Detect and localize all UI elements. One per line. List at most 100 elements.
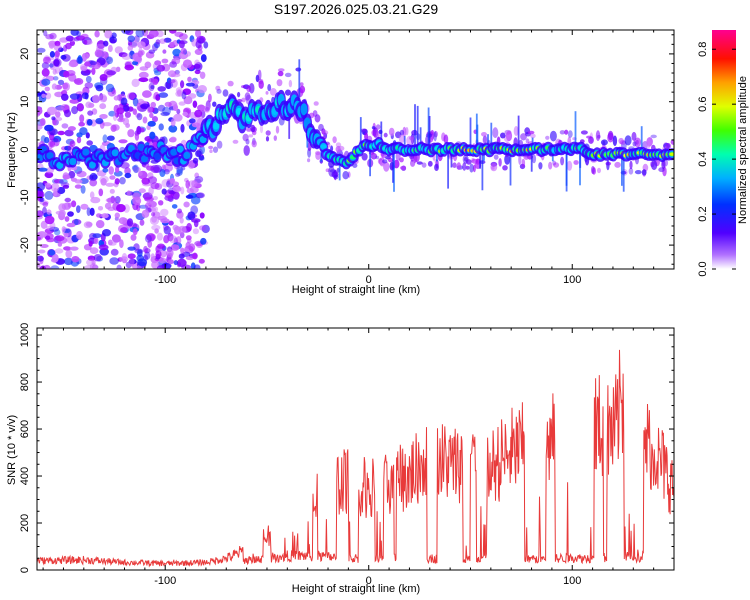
heatmap-blob (92, 94, 100, 104)
heatmap-streak (393, 144, 395, 192)
heatmap-blob (375, 155, 380, 160)
heatmap-blob (170, 244, 180, 251)
heatmap-blob (168, 259, 174, 265)
heatmap-blob (116, 264, 122, 269)
colorbar-tick-label: 0.8 (697, 42, 709, 57)
heatmap-blob (248, 134, 254, 138)
heatmap-blob (148, 82, 155, 92)
heatmap-blob (44, 215, 55, 225)
heatmap-blob (76, 103, 85, 112)
heatmap-blob (236, 99, 243, 103)
heatmap-blob (335, 142, 342, 148)
heatmap-blob (180, 80, 185, 89)
heatmap-blob (108, 241, 117, 246)
heatmap-blob (37, 210, 44, 218)
heatmap-blob (63, 257, 74, 266)
heatmap-blob (199, 71, 206, 80)
heatmap-blob (469, 163, 474, 173)
heatmap-blob (120, 227, 128, 233)
heatmap-blob (52, 68, 57, 75)
heatmap-blob (275, 125, 280, 134)
heatmap-blob (628, 167, 634, 175)
heatmap-blob (89, 207, 95, 216)
heatmap-blob (258, 80, 264, 89)
heatmap-streak (298, 59, 301, 104)
heatmap-blob (273, 135, 277, 141)
heatmap-blob (465, 159, 472, 165)
heatmap-blob (181, 91, 187, 100)
y-tick-label: 20 (19, 48, 31, 60)
heatmap-blob (629, 160, 633, 170)
heatmap-blob (204, 105, 211, 113)
heatmap-blob (199, 225, 206, 231)
heatmap-blob (50, 265, 60, 269)
heatmap-blob (65, 249, 73, 259)
heatmap-blob (84, 61, 91, 67)
heatmap-blob (144, 196, 155, 202)
heatmap-blob (54, 116, 63, 122)
figure-title: S197.2026.025.03.21.G29 (274, 1, 438, 17)
heatmap-blob (405, 127, 409, 136)
heatmap-blob (246, 85, 252, 93)
heatmap-blob (194, 172, 200, 179)
heatmap-blob (89, 191, 95, 199)
heatmap-blob (74, 184, 82, 189)
heatmap-streak (447, 144, 449, 189)
heatmap-blob (132, 108, 137, 115)
x-tick-label: 100 (563, 575, 581, 587)
heatmap-blob (106, 197, 117, 204)
heatmap-blob (195, 30, 201, 38)
heatmap-streak (574, 111, 577, 150)
heatmap-blob (187, 211, 196, 220)
snr-panel: -100 0 100 0 200 400 600 800 1000 Height of str… (6, 323, 675, 595)
heatmap-blob (90, 196, 101, 204)
heatmap-blob (185, 241, 191, 249)
heatmap-blob (57, 79, 65, 85)
heatmap-blob (208, 93, 212, 103)
heatmap-blob (147, 239, 153, 248)
heatmap-blob (118, 139, 128, 144)
heatmap-blob (63, 246, 71, 251)
heatmap-blob (37, 249, 46, 254)
heatmap-blob (208, 145, 214, 150)
heatmap-blob (41, 93, 46, 99)
heatmap-blob (64, 216, 70, 222)
heatmap-blob (118, 217, 128, 225)
heatmap-blob (76, 231, 83, 240)
heatmap-blob (89, 179, 98, 187)
heatmap-blob (471, 158, 479, 164)
heatmap-streak (380, 121, 383, 146)
heatmap-blob (53, 44, 62, 51)
heatmap-blob (465, 165, 470, 170)
heatmap-blob (502, 165, 508, 171)
heatmap-blob (151, 215, 158, 223)
heatmap-blob (76, 56, 83, 65)
heatmap-blob (134, 132, 140, 141)
heatmap-blob (99, 94, 108, 103)
heatmap-blob (97, 206, 104, 211)
heatmap-blob (126, 190, 131, 196)
heatmap-blob (332, 136, 337, 144)
heatmap-blob (169, 178, 175, 185)
heatmap-blob (85, 75, 92, 83)
heatmap-blob (106, 70, 116, 76)
heatmap-blob (198, 155, 205, 161)
heatmap-blob (119, 256, 129, 262)
heatmap-streak (359, 117, 362, 149)
heatmap-blob (156, 265, 166, 269)
heatmap-blob (167, 79, 176, 84)
heatmap-blob (58, 210, 66, 217)
heatmap-blob (150, 164, 160, 174)
heatmap-blob (299, 85, 306, 94)
heatmap-streak (622, 149, 625, 192)
heatmap-blob (192, 228, 199, 235)
heatmap-blob (170, 73, 181, 78)
heatmap-blob (61, 226, 66, 233)
heatmap-blob (482, 135, 487, 144)
heatmap-blob (131, 78, 140, 88)
heatmap-blob (216, 88, 222, 94)
heatmap-blob (63, 44, 68, 52)
heatmap-blob (567, 130, 573, 138)
heatmap-blob (141, 177, 150, 185)
y-tick-label: -10 (19, 189, 31, 205)
